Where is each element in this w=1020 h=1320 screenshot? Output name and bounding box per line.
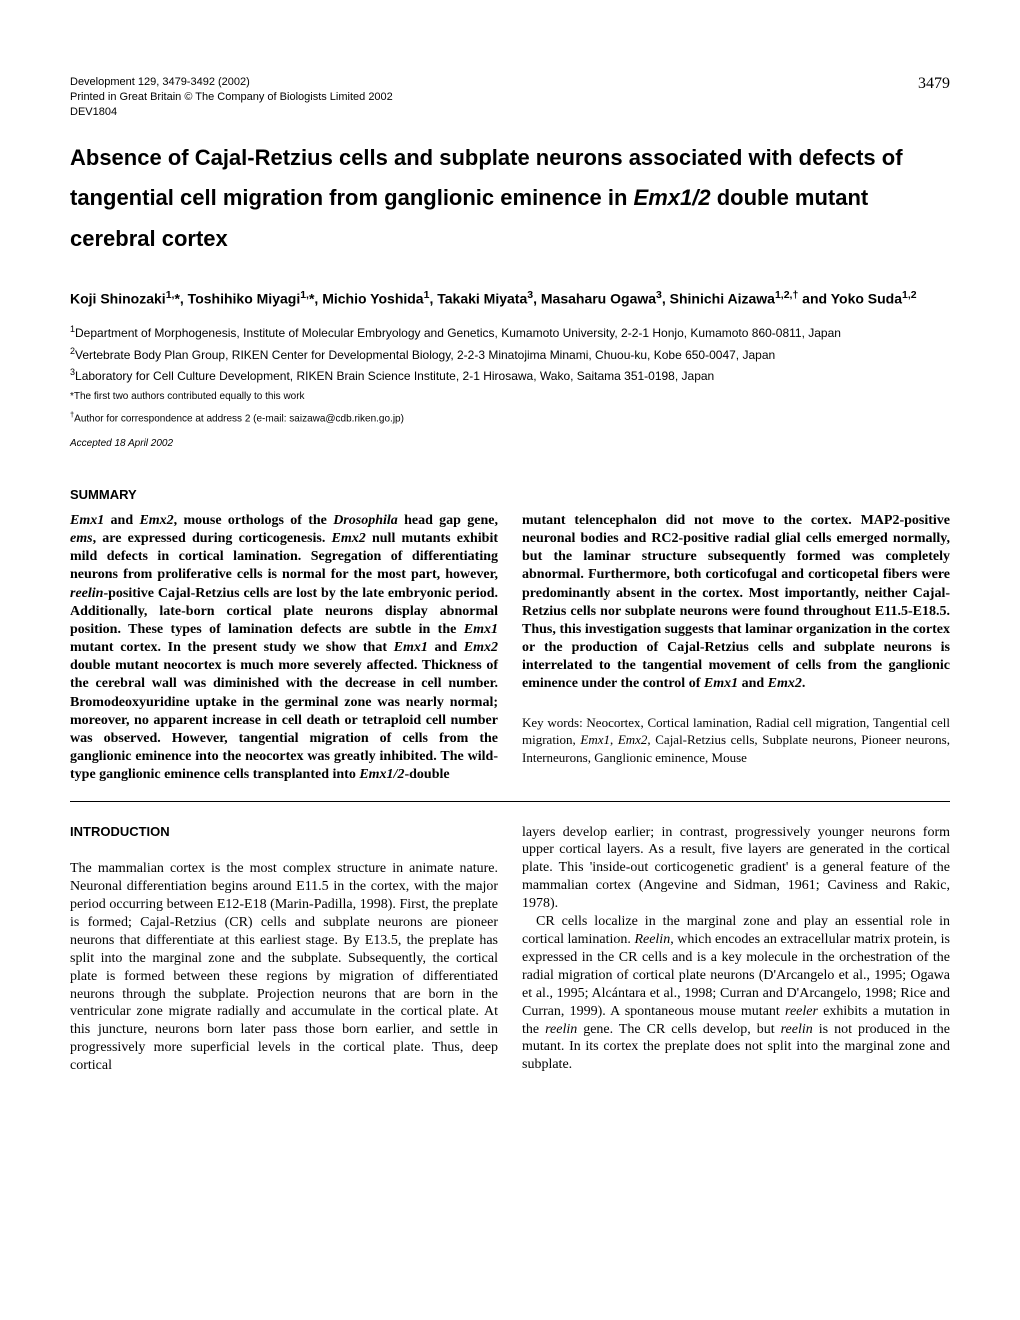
article-title: Absence of Cajal-Retzius cells and subpl… <box>70 138 950 260</box>
intro-para-3: CR cells localize in the marginal zone a… <box>522 913 950 1074</box>
printed-line: Printed in Great Britain © The Company o… <box>70 90 393 105</box>
author-note-equal: *The first two authors contributed equal… <box>70 389 950 405</box>
affiliation-2: 2Vertebrate Body Plan Group, RIKEN Cente… <box>70 345 950 364</box>
summary-col-right-text: mutant telencephalon did not move to the… <box>522 513 950 692</box>
intro-para-1: The mammalian cortex is the most complex… <box>70 860 498 1075</box>
header-meta: Development 129, 3479-3492 (2002) Printe… <box>70 75 393 120</box>
accepted-date: Accepted 18 April 2002 <box>70 438 950 449</box>
intro-col-right: layers develop earlier; in contrast, pro… <box>522 824 950 1076</box>
intro-col-left: INTRODUCTION The mammalian cortex is the… <box>70 824 498 1076</box>
summary-columns: Emx1 and Emx2, mouse orthologs of the Dr… <box>70 512 950 802</box>
introduction-heading: INTRODUCTION <box>70 824 498 841</box>
dev-id: DEV1804 <box>70 105 393 120</box>
journal-line: Development 129, 3479-3492 (2002) <box>70 75 393 90</box>
spacer <box>70 850 498 860</box>
affiliation-1: 1Department of Morphogenesis, Institute … <box>70 323 950 342</box>
affiliation-3: 3Laboratory for Cell Culture Development… <box>70 366 950 385</box>
intro-columns: INTRODUCTION The mammalian cortex is the… <box>70 824 950 1076</box>
summary-col-right: mutant telencephalon did not move to the… <box>522 512 950 785</box>
page: Development 129, 3479-3492 (2002) Printe… <box>0 0 1020 1125</box>
keywords: Key words: Neocortex, Cortical laminatio… <box>522 714 950 767</box>
summary-col-left: Emx1 and Emx2, mouse orthologs of the Dr… <box>70 512 498 785</box>
authors: Koji Shinozaki1,*, Toshihiko Miyagi1,*, … <box>70 288 950 310</box>
intro-para-2: layers develop earlier; in contrast, pro… <box>522 824 950 914</box>
author-note-correspondence: †Author for correspondence at address 2 … <box>70 409 950 427</box>
page-number: 3479 <box>918 75 950 93</box>
header-row: Development 129, 3479-3492 (2002) Printe… <box>70 75 950 120</box>
summary-heading: SUMMARY <box>70 487 950 502</box>
